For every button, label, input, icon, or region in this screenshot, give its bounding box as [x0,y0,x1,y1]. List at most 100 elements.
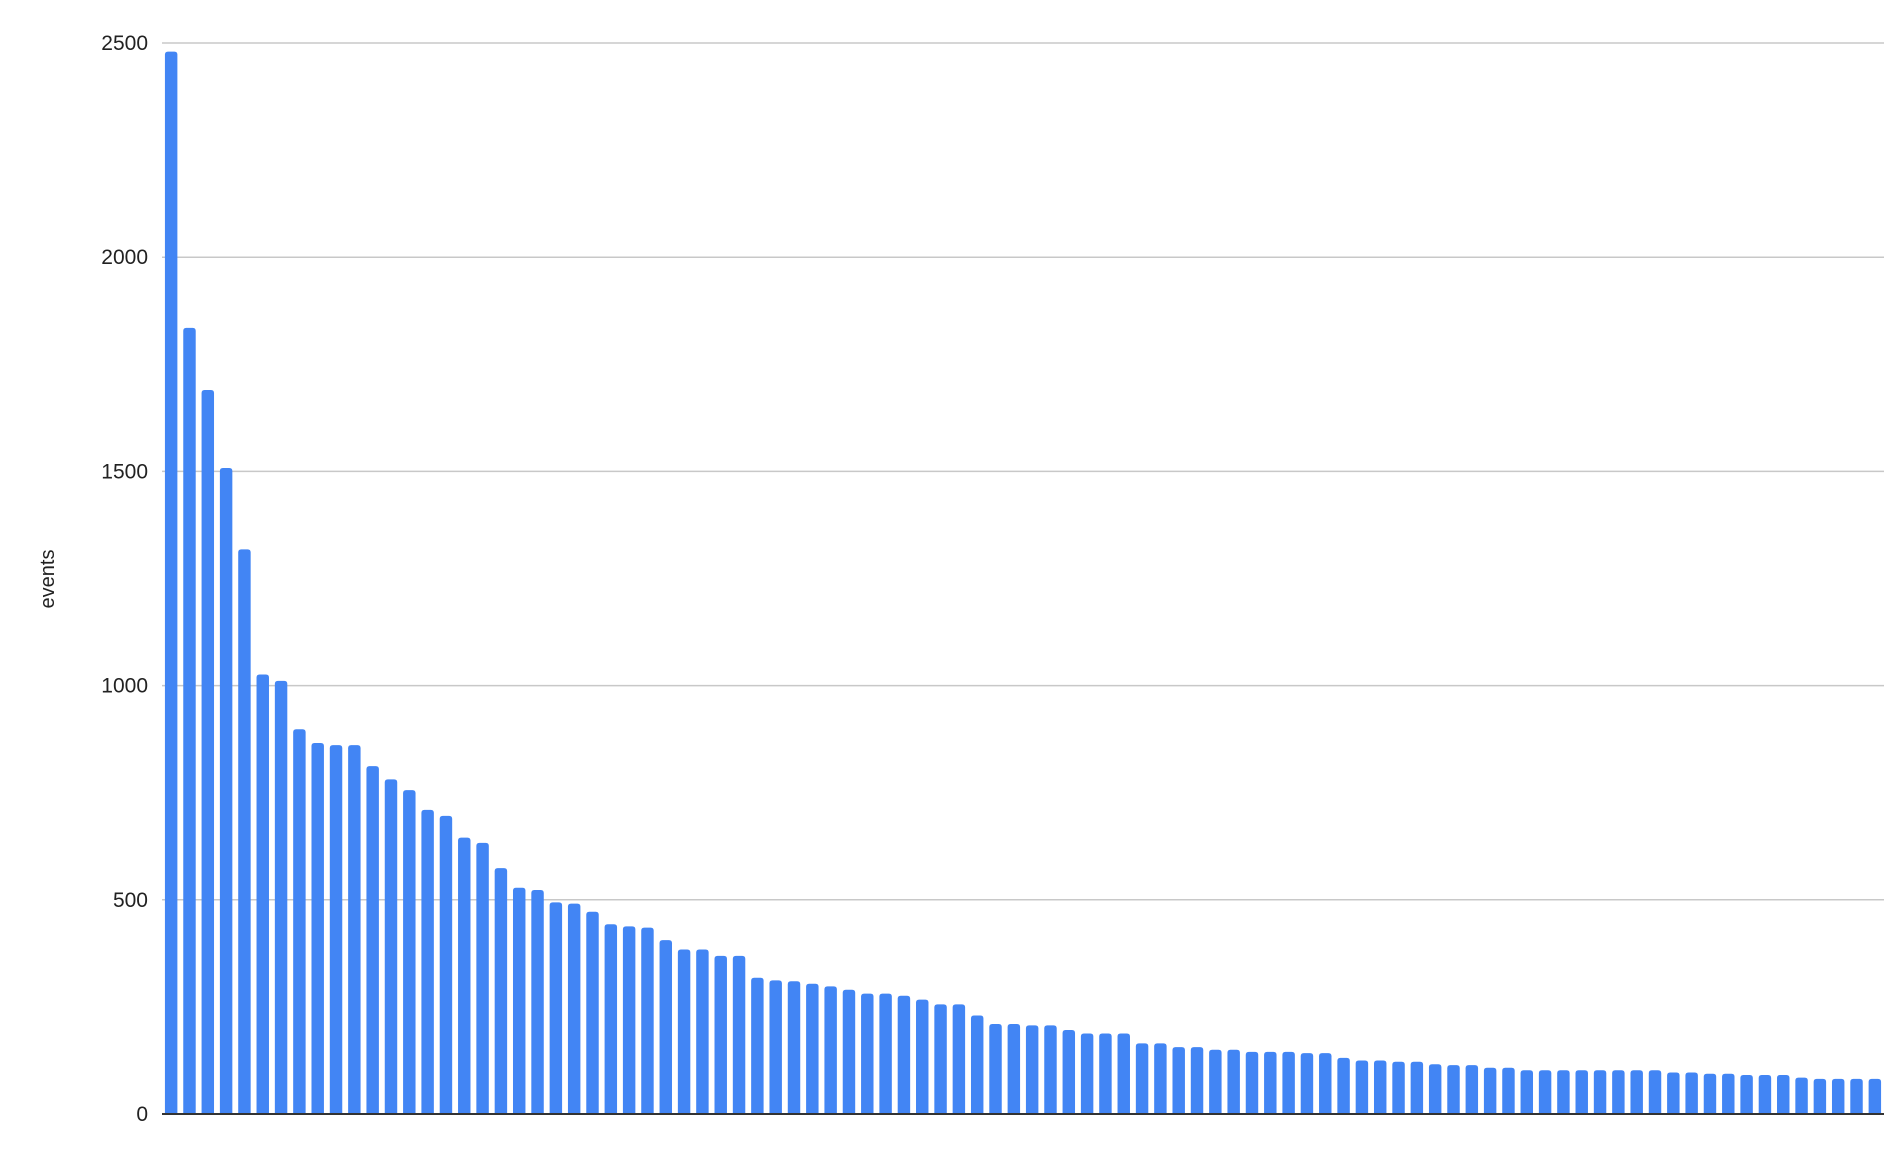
bar [1282,1051,1295,1114]
gridlines [162,42,1884,901]
bar [293,729,306,1114]
bar [1813,1078,1827,1114]
bar [1099,1033,1112,1114]
bar [1172,1047,1185,1114]
bar [1392,1061,1405,1114]
bar [1410,1061,1424,1114]
bar [677,949,691,1114]
bar [989,1024,1002,1114]
bar [1502,1067,1515,1114]
bar [586,911,599,1114]
bar [201,390,215,1114]
bar [1648,1070,1662,1114]
bar [1740,1075,1753,1114]
bar [1227,1049,1240,1114]
bar [1777,1075,1790,1114]
bar [1025,1025,1039,1114]
bar [1337,1057,1350,1114]
bars [164,51,1882,1115]
bar [751,977,764,1114]
bar [916,999,929,1114]
bar [879,993,892,1114]
bar [512,887,526,1114]
bar [329,745,343,1114]
bar [256,674,269,1114]
y-tick-label: 2500 [101,32,148,55]
bar [1850,1078,1863,1114]
bar [366,766,379,1114]
bar [403,790,416,1114]
bar [934,1004,947,1114]
bar [1703,1073,1717,1114]
bar [1373,1060,1387,1114]
bar [348,745,361,1114]
y-tick-label: 0 [136,1103,148,1126]
bar [806,983,819,1114]
bar [1612,1070,1625,1114]
bar [970,1015,984,1114]
bar [458,837,471,1114]
bar [421,809,434,1114]
bar [183,327,196,1114]
bar [1447,1065,1460,1114]
bar [1062,1030,1076,1114]
bar [1538,1070,1552,1114]
bar [769,980,782,1114]
bar [494,868,508,1114]
bar [1319,1053,1332,1114]
y-axis-ticks: 0 500 1000 1500 2000 2500 [101,32,148,1126]
bar [641,927,654,1114]
bar [549,902,563,1114]
bar [219,467,233,1115]
bar [732,955,746,1114]
bar [1044,1025,1057,1114]
bar [952,1004,966,1114]
bar [1630,1070,1643,1114]
bar [311,743,324,1114]
bar [1300,1053,1314,1114]
bar [787,981,801,1114]
bar [1154,1043,1167,1114]
bar [1007,1024,1021,1114]
bar [1685,1072,1698,1114]
y-tick-label: 2000 [101,246,148,269]
bar [1868,1078,1882,1114]
bar [1080,1033,1094,1114]
bar [439,815,453,1114]
bar [1575,1070,1588,1114]
bar [861,993,874,1114]
bar [824,986,837,1114]
bar [1117,1033,1130,1114]
bar [1758,1075,1772,1114]
bar [567,903,581,1114]
bar [476,842,489,1114]
bar [1190,1047,1204,1114]
bar [1483,1067,1497,1114]
bar [1135,1043,1149,1114]
y-tick-label: 1500 [101,460,148,483]
y-axis-label: events [37,550,59,609]
bar [1831,1078,1845,1114]
bar [1593,1070,1607,1114]
bar [274,680,288,1114]
bar [622,926,636,1114]
bar [897,995,911,1114]
bar [696,949,709,1114]
bar [1520,1070,1534,1114]
y-tick-label: 500 [113,889,148,912]
y-tick-label: 1000 [101,675,148,698]
bar [384,779,398,1114]
bar [1264,1051,1277,1114]
bar [531,889,544,1114]
bar [1557,1070,1570,1114]
bar [1722,1073,1735,1114]
bar [1465,1065,1479,1114]
bar [1209,1049,1222,1114]
bar [164,51,178,1115]
bar [1428,1064,1442,1114]
bar [238,549,251,1114]
bar [1795,1077,1808,1114]
bar [714,955,727,1114]
bar [659,940,673,1114]
